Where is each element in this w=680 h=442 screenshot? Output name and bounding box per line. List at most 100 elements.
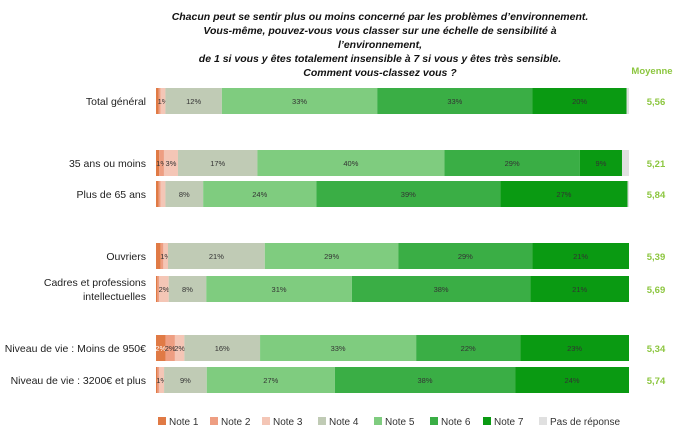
mean-value: 5,21 bbox=[647, 159, 666, 170]
segment-label: 27% bbox=[556, 190, 571, 199]
segment-label: 40% bbox=[343, 159, 358, 168]
bar-segment bbox=[260, 335, 417, 361]
segment-label: 8% bbox=[179, 190, 190, 199]
legend-label: Note 1 bbox=[169, 417, 199, 428]
segment-label: 3% bbox=[166, 159, 177, 168]
bar-segment bbox=[184, 335, 261, 361]
bar-segment bbox=[520, 335, 629, 361]
bar-segment bbox=[627, 181, 629, 207]
legend-swatch bbox=[210, 417, 218, 425]
title-line-1: Chacun peut se sentir plus ou moins conc… bbox=[171, 11, 589, 23]
segment-label: 21% bbox=[572, 285, 587, 294]
bar-segment bbox=[500, 181, 628, 207]
bar-segment bbox=[156, 243, 161, 269]
bar-segment bbox=[156, 181, 159, 207]
bar-segment bbox=[156, 150, 160, 176]
segment-label: 12% bbox=[186, 97, 201, 106]
segment-label: 17% bbox=[210, 159, 225, 168]
legend-swatch bbox=[539, 417, 547, 425]
bar-segment bbox=[621, 150, 629, 176]
segment-label: 39% bbox=[401, 190, 416, 199]
bar-segment bbox=[579, 150, 622, 176]
row-label: Niveau de vie : Moins de 950€ bbox=[5, 343, 146, 355]
legend-swatch bbox=[374, 417, 382, 425]
bar-segment bbox=[165, 88, 222, 114]
mean-value: 5,34 bbox=[647, 344, 666, 355]
legend-swatch bbox=[483, 417, 491, 425]
bar-segment bbox=[264, 243, 399, 269]
segment-label: 24% bbox=[565, 376, 580, 385]
segment-label: 2% bbox=[174, 344, 185, 353]
bar-segment bbox=[156, 276, 158, 302]
segment-label: 2% bbox=[165, 344, 176, 353]
bar-segment bbox=[177, 150, 258, 176]
legend-label: Note 2 bbox=[221, 417, 251, 428]
segment-label: 33% bbox=[447, 97, 462, 106]
bar-segment bbox=[532, 88, 627, 114]
segment-label: 22% bbox=[461, 344, 476, 353]
segment-label: 27% bbox=[263, 376, 278, 385]
bar-segment bbox=[160, 243, 164, 269]
row-label: 35 ans ou moins bbox=[69, 158, 146, 170]
bar-segment bbox=[334, 367, 516, 393]
bar-segment bbox=[156, 88, 159, 114]
legend-label: Note 3 bbox=[273, 417, 303, 428]
mean-value: 5,84 bbox=[647, 190, 666, 201]
segment-label: 2% bbox=[159, 285, 170, 294]
segment-label: 8% bbox=[182, 285, 193, 294]
segment-label: 21% bbox=[573, 252, 588, 261]
segment-label: 9% bbox=[596, 159, 607, 168]
segment-label: 29% bbox=[458, 252, 473, 261]
legend-label: Note 7 bbox=[494, 417, 524, 428]
legend-label: Pas de réponse bbox=[550, 417, 620, 428]
segment-label: 31% bbox=[272, 285, 287, 294]
bar-segment bbox=[351, 276, 531, 302]
legend-label: Note 6 bbox=[441, 417, 471, 428]
mean-header: Moyenne bbox=[631, 66, 673, 77]
segment-label: 38% bbox=[434, 285, 449, 294]
row-label: Cadres et professions bbox=[44, 277, 146, 289]
bar-segment bbox=[156, 367, 158, 393]
segment-label: 29% bbox=[324, 252, 339, 261]
segment-label: 29% bbox=[505, 159, 520, 168]
mean-value: 5,56 bbox=[647, 97, 666, 108]
segment-label: 21% bbox=[209, 252, 224, 261]
segment-label: 33% bbox=[331, 344, 346, 353]
segment-label: 1% bbox=[158, 97, 169, 106]
mean-value: 5,39 bbox=[647, 252, 666, 263]
bar-segment bbox=[257, 150, 445, 176]
row-label: Ouvriers bbox=[106, 251, 146, 263]
title-line-4: Comment vous-classez vous ? bbox=[303, 67, 457, 79]
segment-label: 33% bbox=[292, 97, 307, 106]
legend-swatch bbox=[430, 417, 438, 425]
bar-segment bbox=[164, 367, 207, 393]
segment-label: 38% bbox=[417, 376, 432, 385]
bar-segment bbox=[163, 243, 168, 269]
segment-label: 23% bbox=[567, 344, 582, 353]
row-label: Niveau de vie : 3200€ et plus bbox=[11, 375, 146, 387]
title-line-2: Vous-même, pouvez-vous vous classer sur … bbox=[203, 25, 557, 51]
bar-segment bbox=[206, 367, 335, 393]
legend-label: Note 5 bbox=[385, 417, 415, 428]
bar-segment bbox=[158, 181, 161, 207]
bar-segment bbox=[159, 150, 164, 176]
segment-label: 16% bbox=[215, 344, 230, 353]
bar-segment bbox=[398, 243, 533, 269]
bar-segment bbox=[316, 181, 501, 207]
legend-swatch bbox=[158, 417, 166, 425]
bar-segment bbox=[515, 367, 629, 393]
bar-segment bbox=[158, 88, 161, 114]
bar-segment bbox=[203, 181, 317, 207]
bar-segment bbox=[167, 243, 265, 269]
row-label: Total général bbox=[86, 96, 146, 108]
bar-segment bbox=[174, 335, 185, 361]
bar-segment bbox=[157, 367, 160, 393]
bar-segment bbox=[160, 181, 166, 207]
bar-segment bbox=[206, 276, 352, 302]
bar-segment bbox=[444, 150, 580, 176]
legend-label: Note 4 bbox=[329, 417, 359, 428]
chart-title: Chacun peut se sentir plus ou moins conc… bbox=[170, 10, 590, 80]
bar-segment bbox=[168, 276, 207, 302]
